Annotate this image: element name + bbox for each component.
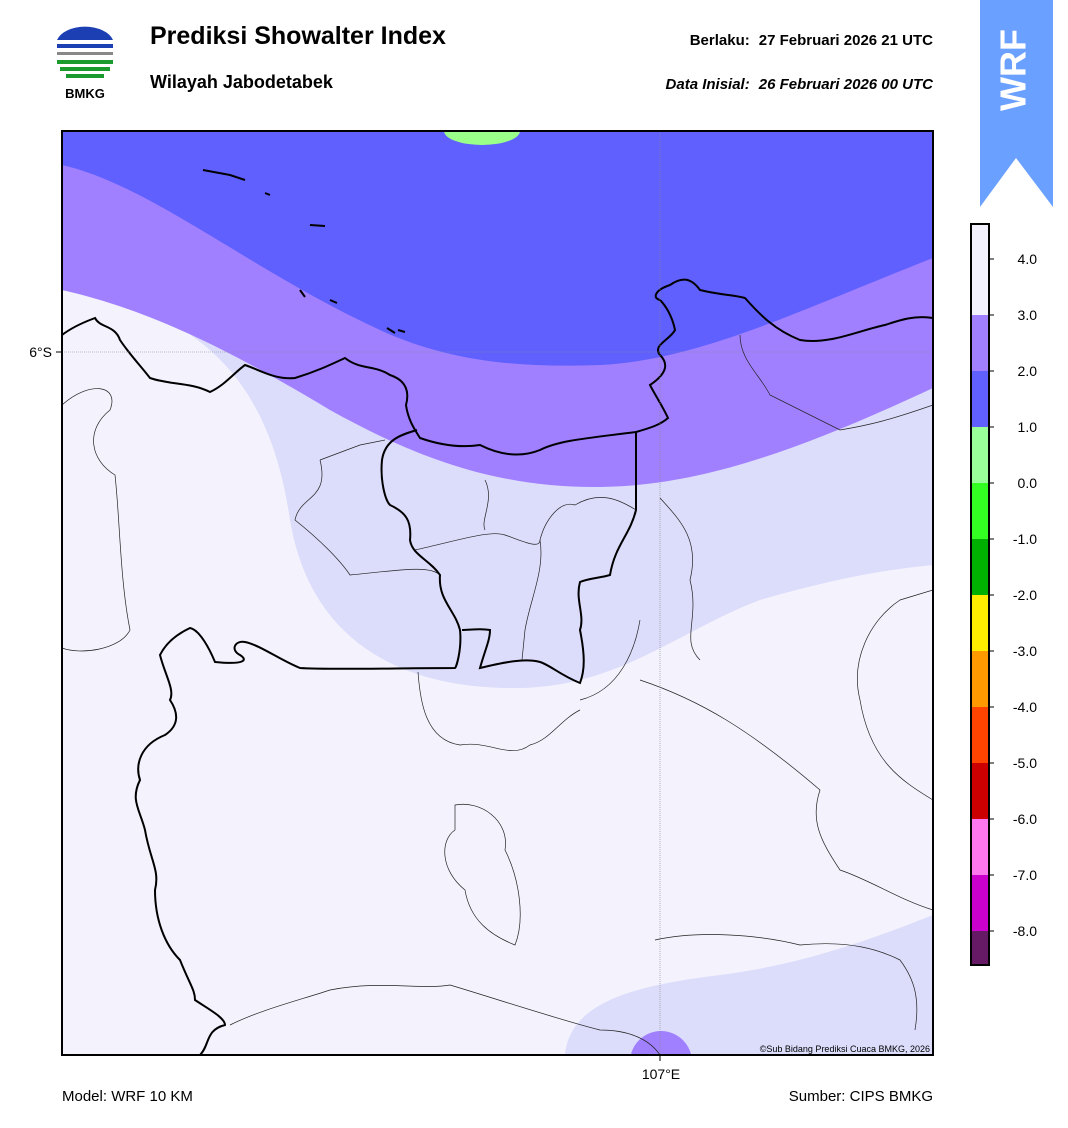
colorbar: 4.0 3.0 2.0 1.0 0.0 -1.0 -2.0 -3.0 -4.0 -5.0 -6.0 -…	[970, 223, 1038, 966]
colorbar-label: -8.0	[1013, 923, 1037, 939]
color-band	[971, 931, 989, 965]
color-band	[971, 819, 989, 875]
colorbar-label: 4.0	[1018, 251, 1038, 267]
lat-label: 6°S	[29, 344, 52, 360]
color-band	[971, 707, 989, 763]
colorbar-label: -1.0	[1013, 531, 1037, 547]
wrf-badge	[980, 0, 1053, 207]
colorbar-label: -7.0	[1013, 867, 1037, 883]
colorbar-label: -4.0	[1013, 699, 1037, 715]
color-band	[971, 224, 989, 315]
title: Prediksi Showalter Index	[150, 22, 446, 50]
valid-label: Berlaku:	[690, 32, 750, 49]
credit: ©Sub Bidang Prediksi Cuaca BMKG, 2026	[760, 1044, 930, 1054]
colorbar-label: 3.0	[1018, 307, 1038, 323]
color-band	[971, 539, 989, 595]
color-band	[971, 483, 989, 539]
color-band	[971, 651, 989, 707]
colorbar-label: -5.0	[1013, 755, 1037, 771]
colorbar-label: -3.0	[1013, 643, 1037, 659]
logo: BMKG	[57, 26, 113, 101]
colorbar-label: -2.0	[1013, 587, 1037, 603]
colorbar-label: 1.0	[1018, 419, 1038, 435]
color-band	[971, 595, 989, 651]
valid-time: 27 Februari 2026 21 UTC	[759, 32, 933, 49]
init-time: 26 Februari 2026 00 UTC	[758, 76, 934, 93]
badge-text: WRF	[993, 29, 1034, 111]
footer-source: Sumber: CIPS BMKG	[789, 1088, 933, 1105]
subtitle: Wilayah Jabodetabek	[150, 72, 334, 92]
footer-model: Model: WRF 10 KM	[62, 1088, 193, 1105]
color-band	[971, 427, 989, 483]
color-band	[971, 875, 989, 931]
lon-label: 107°E	[642, 1066, 680, 1082]
color-band	[971, 763, 989, 819]
color-band	[971, 371, 989, 427]
init-info: Data Inisial: 26 Februari 2026 00 UTC	[666, 76, 935, 93]
valid-info: Berlaku: 27 Februari 2026 21 UTC	[690, 32, 933, 49]
colorbar-label: 2.0	[1018, 363, 1038, 379]
color-band	[971, 315, 989, 371]
colorbar-label: -6.0	[1013, 811, 1037, 827]
init-label: Data Inisial:	[666, 76, 750, 93]
map: ©Sub Bidang Prediksi Cuaca BMKG, 2026	[62, 131, 933, 1055]
logo-text: BMKG	[65, 86, 105, 101]
map-frame	[61, 130, 934, 1056]
colorbar-label: 0.0	[1018, 475, 1038, 491]
